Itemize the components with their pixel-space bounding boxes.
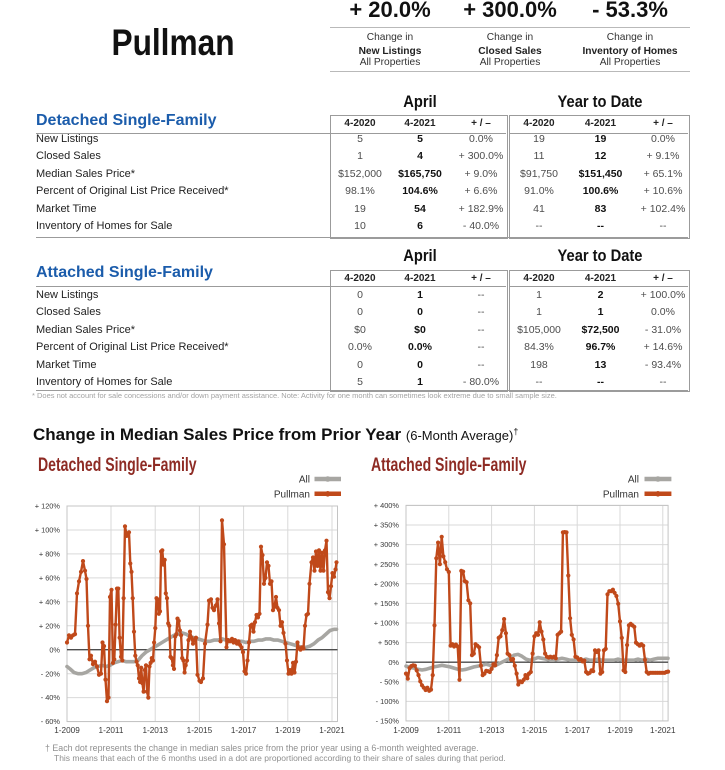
- svg-text:+ 150%: + 150%: [374, 599, 400, 608]
- svg-text:1-2021: 1-2021: [319, 726, 345, 735]
- svg-text:All: All: [628, 475, 639, 486]
- svg-text:+ 60%: + 60%: [39, 574, 61, 583]
- svg-text:+ 100%: + 100%: [35, 526, 61, 535]
- svg-text:- 20%: - 20%: [41, 669, 61, 678]
- svg-text:1-2021: 1-2021: [650, 726, 676, 735]
- svg-text:+ 250%: + 250%: [374, 560, 400, 569]
- svg-text:Pullman: Pullman: [603, 489, 639, 500]
- svg-text:+ 100%: + 100%: [374, 619, 400, 628]
- svg-text:- 50%: - 50%: [380, 677, 400, 686]
- svg-text:+ 200%: + 200%: [374, 579, 400, 588]
- svg-text:- 100%: - 100%: [376, 697, 400, 706]
- svg-text:1-2009: 1-2009: [54, 726, 80, 735]
- svg-text:1-2019: 1-2019: [607, 726, 633, 735]
- svg-text:+ 300%: + 300%: [374, 540, 400, 549]
- svg-text:1-2015: 1-2015: [187, 726, 213, 735]
- svg-text:All: All: [299, 475, 310, 486]
- svg-text:- 60%: - 60%: [41, 717, 61, 726]
- svg-text:1-2019: 1-2019: [275, 726, 301, 735]
- svg-text:0%: 0%: [388, 658, 399, 667]
- svg-text:1-2015: 1-2015: [522, 726, 548, 735]
- svg-text:1-2011: 1-2011: [436, 726, 461, 735]
- svg-text:+ 40%: + 40%: [39, 597, 61, 606]
- svg-text:+ 80%: + 80%: [39, 550, 61, 559]
- svg-text:0%: 0%: [49, 645, 60, 654]
- svg-text:1-2009: 1-2009: [393, 726, 419, 735]
- svg-text:1-2013: 1-2013: [479, 726, 505, 735]
- svg-text:- 150%: - 150%: [376, 717, 400, 726]
- svg-text:1-2013: 1-2013: [142, 726, 168, 735]
- svg-text:1-2017: 1-2017: [564, 726, 590, 735]
- svg-text:+ 400%: + 400%: [374, 501, 400, 510]
- svg-text:1-2011: 1-2011: [99, 726, 124, 735]
- svg-text:Pullman: Pullman: [274, 489, 310, 500]
- svg-text:- 40%: - 40%: [41, 693, 61, 702]
- svg-text:+ 120%: + 120%: [35, 502, 61, 511]
- svg-text:+ 50%: + 50%: [378, 638, 400, 647]
- svg-text:+ 350%: + 350%: [374, 521, 400, 530]
- svg-text:+ 20%: + 20%: [39, 621, 61, 630]
- svg-text:1-2017: 1-2017: [231, 726, 257, 735]
